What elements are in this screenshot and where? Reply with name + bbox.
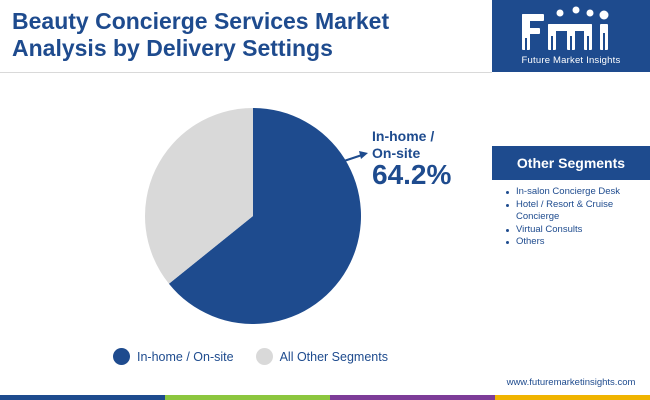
sidebar: Future Market Insights Other Segments In… bbox=[492, 0, 650, 400]
callout-label-line-1: In-home / bbox=[372, 128, 435, 144]
segment-item: In-salon Concierge Desk bbox=[506, 186, 644, 199]
segment-item: Virtual Consults bbox=[506, 224, 644, 237]
callout-arrow-line bbox=[340, 154, 363, 163]
chart-legend: In-home / On-site All Other Segments bbox=[113, 348, 410, 365]
legend-swatch-in-home bbox=[113, 348, 130, 365]
brand-logo: Future Market Insights bbox=[492, 0, 650, 72]
fmi-logo-icon bbox=[522, 6, 609, 50]
legend-label-other: All Other Segments bbox=[279, 349, 388, 364]
bottom-bar-segment bbox=[330, 395, 495, 400]
bottom-color-bar bbox=[0, 395, 650, 400]
callout-arrow-head bbox=[359, 151, 368, 159]
bottom-bar-segment bbox=[495, 395, 650, 400]
legend-swatch-other bbox=[255, 348, 273, 365]
bottom-bar-segment bbox=[165, 395, 330, 400]
segment-item: Others bbox=[506, 236, 644, 249]
pie-chart bbox=[144, 108, 368, 324]
segment-item: Hotel / Resort & Cruise Concierge bbox=[506, 199, 644, 224]
title-divider bbox=[0, 72, 492, 73]
legend-item-in-home: In-home / On-site bbox=[113, 348, 234, 365]
pie-slice-0 bbox=[168, 108, 361, 324]
legend-label-in-home: In-home / On-site bbox=[137, 349, 234, 364]
chart-title: Beauty Concierge Services Market Analysi… bbox=[12, 8, 482, 62]
legend-item-other: All Other Segments bbox=[255, 348, 388, 365]
chart-title-line-1: Beauty Concierge Services Market bbox=[12, 8, 390, 34]
website-link[interactable]: www.futuremarketinsights.com bbox=[506, 377, 636, 388]
other-segments-list: In-salon Concierge Desk Hotel / Resort &… bbox=[506, 186, 644, 249]
other-segments-heading: Other Segments bbox=[492, 146, 650, 180]
callout-value: 64.2% bbox=[372, 159, 452, 190]
pie-slice-1 bbox=[144, 108, 253, 284]
bottom-bar-segment bbox=[0, 395, 165, 400]
brand-name: Future Market Insights bbox=[521, 55, 621, 66]
callout-label-line-2: On-site bbox=[372, 145, 421, 161]
callout-label: In-home / On-site bbox=[372, 128, 434, 162]
chart-title-line-2: Analysis by Delivery Settings bbox=[12, 35, 333, 61]
